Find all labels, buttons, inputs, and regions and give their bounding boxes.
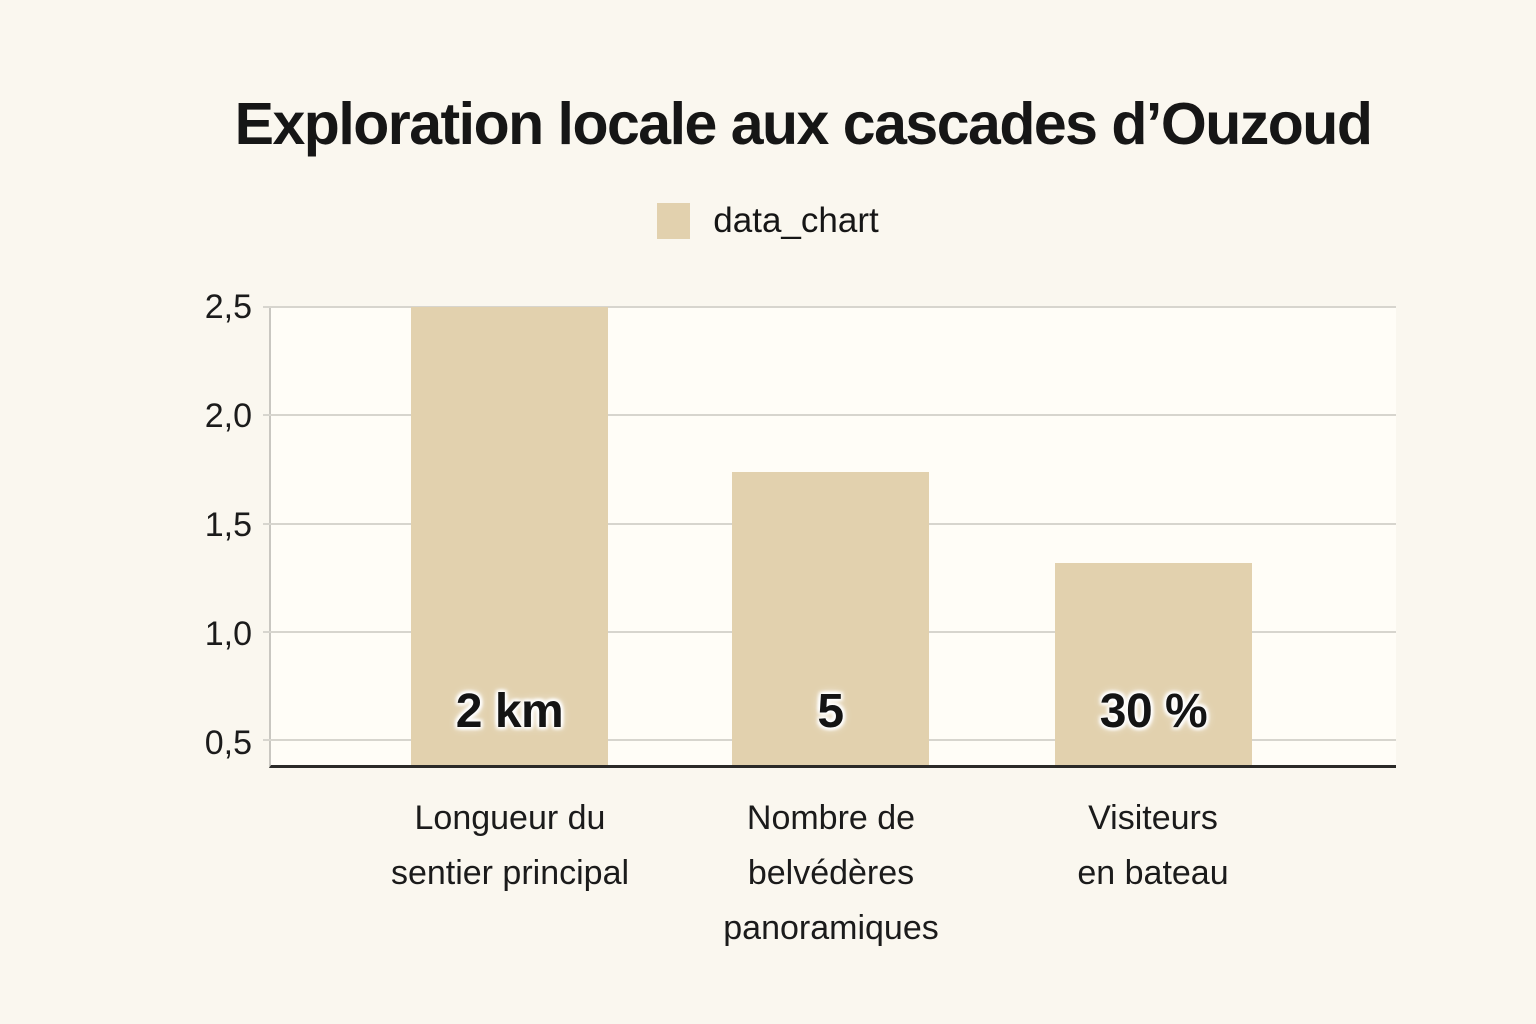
y-tick-label: 2,5: [204, 288, 252, 326]
category-label: Longueur du sentier principal: [300, 791, 720, 901]
category-label-line: en bateau: [1077, 854, 1229, 892]
legend-swatch: [657, 203, 691, 239]
category-label: Visiteurs en bateau: [943, 791, 1363, 901]
y-tick-label: 2,0: [204, 396, 252, 435]
legend-label: data_chart: [713, 201, 879, 240]
category-label-line: panoramiques: [723, 909, 939, 947]
y-tick-label: 0,5: [204, 723, 252, 762]
category-label: Nombre de belvédères panoramiques: [621, 791, 1041, 956]
bar-value-label: 2 km: [455, 685, 564, 738]
y-tick-label: 1,5: [204, 505, 252, 544]
category-label-line: Visiteurs: [1088, 799, 1218, 837]
bar: 5: [732, 471, 929, 765]
bar-value-label: 5: [817, 685, 844, 738]
plot-area: 2 km 5 30 %: [263, 306, 1396, 768]
gridline: [263, 306, 1396, 308]
category-label-line: Nombre de: [746, 799, 916, 837]
bar-value-label: 30 %: [1099, 685, 1208, 738]
category-label-line: sentier principal: [390, 854, 630, 892]
bar: 30 %: [1055, 562, 1252, 765]
y-tick-label: 1,0: [204, 614, 252, 653]
category-label-line: belvédères: [747, 854, 915, 892]
category-label-line: Longueur du: [414, 799, 606, 837]
gridline: [263, 414, 1396, 417]
bar: 2 km: [411, 307, 608, 765]
legend: data_chart: [0, 201, 1536, 241]
chart-title: Exploration locale aux cascades d’Ouzoud: [234, 91, 1373, 157]
